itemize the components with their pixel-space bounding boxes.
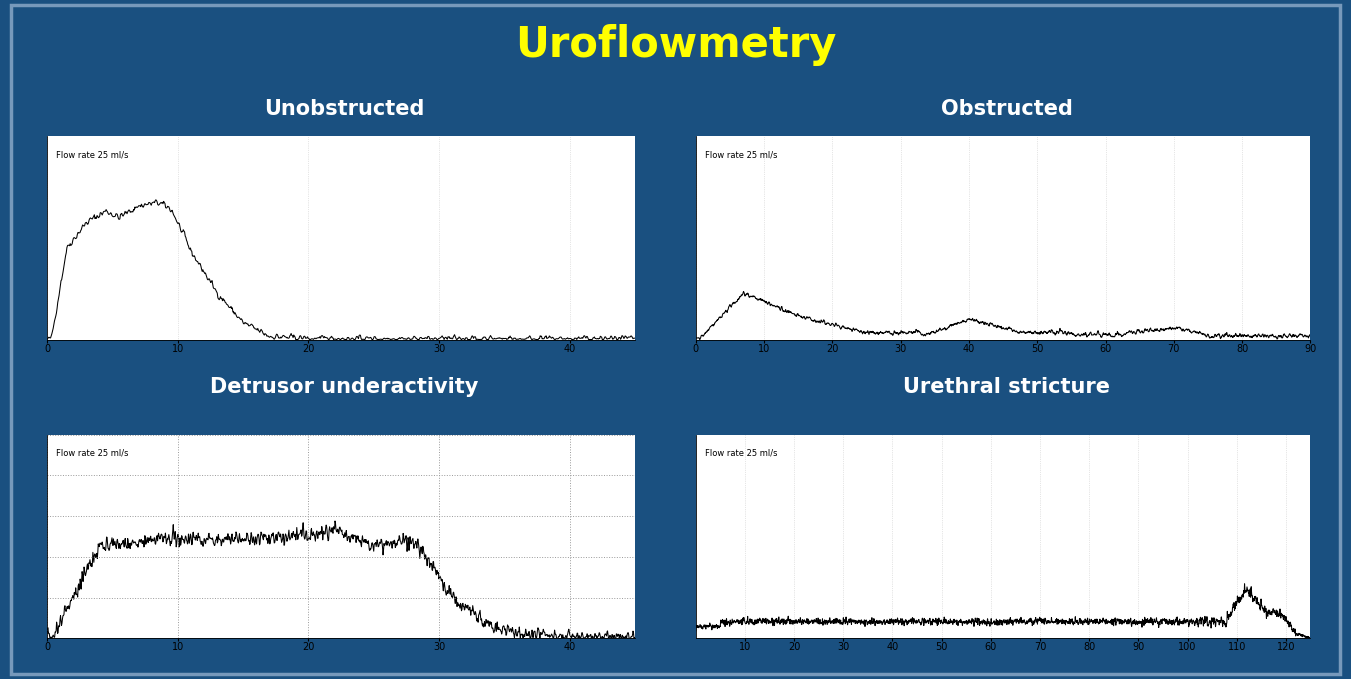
- Text: Unobstructed: Unobstructed: [265, 99, 424, 119]
- Text: Obstructed: Obstructed: [940, 99, 1073, 119]
- Text: Flow rate 25 ml/s: Flow rate 25 ml/s: [57, 449, 128, 458]
- Text: Flow rate 25 ml/s: Flow rate 25 ml/s: [705, 449, 777, 458]
- Text: Flow rate 25 ml/s: Flow rate 25 ml/s: [705, 150, 777, 159]
- Text: Urethral stricture: Urethral stricture: [902, 378, 1111, 397]
- Text: Flow rate 25 ml/s: Flow rate 25 ml/s: [57, 150, 128, 159]
- Text: Uroflowmetry: Uroflowmetry: [515, 24, 836, 66]
- Text: Detrusor underactivity: Detrusor underactivity: [211, 378, 478, 397]
